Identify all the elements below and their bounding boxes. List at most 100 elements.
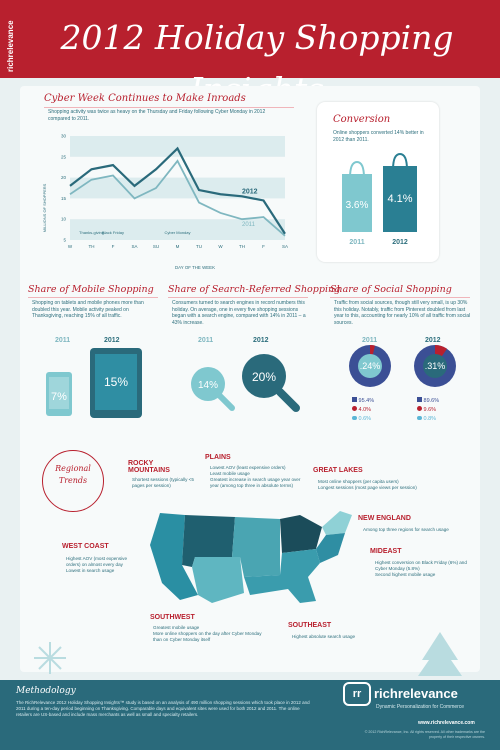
footer-url[interactable]: www.richrelevance.com — [418, 720, 475, 726]
logo-mark-icon: rr — [343, 682, 371, 706]
pinterest-2012: 9.6% — [423, 407, 437, 413]
header-banner: richrelevance 2012 Holiday Shopping Insi… — [0, 0, 500, 109]
region-label-great-lakes: GREAT LAKES — [313, 467, 363, 474]
region-southeast — [244, 549, 320, 603]
search-magnifiers: 14% 20% — [191, 354, 300, 412]
conversion-bags: 3.6% 4.1% 2011 2012 — [342, 152, 417, 246]
series-label-2011: 2011 — [242, 222, 256, 228]
tablet-icon — [90, 348, 142, 418]
mobile-title: Share of Mobile Shopping — [28, 284, 154, 295]
region-plains — [232, 517, 280, 577]
region-text-plains: Lowest AOV (least expensive orders) Leas… — [210, 465, 301, 488]
snowflake-icon — [34, 642, 66, 674]
twitter-2011: 0.6% — [358, 416, 372, 422]
regional-badge — [42, 450, 104, 512]
series-label-2012: 2012 — [242, 188, 258, 195]
footer-logo: richrelevance — [374, 686, 458, 701]
x-tick-label: TH — [89, 244, 95, 249]
facebook-icon — [352, 397, 357, 402]
grid-band — [70, 136, 285, 157]
y-tick-label: 5 — [63, 238, 66, 243]
social-2011-value: .24% — [360, 361, 381, 371]
series-line-2012 — [69, 146, 286, 235]
conversion-text: Online shoppers converted 14% better in … — [333, 130, 424, 143]
region-new-england — [322, 511, 352, 535]
mobile-devices: 7% 15% — [46, 348, 142, 418]
search-2011-year: 2011 — [198, 337, 214, 344]
mobile-2012-year: 2012 — [104, 337, 120, 344]
twitter-icon — [417, 416, 422, 420]
y-tick-label: 15 — [61, 196, 67, 201]
annotation-cyber-monday: Cyber Monday — [164, 230, 190, 235]
mobile-2011-value: 7% — [51, 391, 67, 403]
footer-copyright: © 2012 RichRelevance, Inc. All rights re… — [364, 730, 485, 739]
regional-title: Regional Trends — [55, 464, 91, 485]
brand-vertical-text: richrelevance — [6, 20, 15, 72]
social-2012-year: 2012 — [425, 337, 441, 344]
pinterest-icon — [417, 406, 422, 411]
region-text-mideast: Highest conversion on Black Friday (6%) … — [375, 560, 467, 577]
region-text-new-england: Among top three regions for search usage — [363, 527, 449, 532]
conversion-2011-year: 2011 — [349, 239, 364, 246]
divider — [28, 297, 158, 298]
search-text: Consumers turned to search engines in re… — [172, 300, 306, 326]
x-tick-label: TU — [196, 244, 202, 249]
region-southwest — [192, 557, 244, 603]
brand-vertical-tag: richrelevance — [4, 6, 18, 74]
magnifier-icon — [191, 367, 235, 411]
region-text-southeast: Highest absolute search usage — [292, 634, 356, 639]
cyber-week-text: Shopping activity was twice as heavy on … — [48, 109, 266, 122]
x-tick-label: SA — [282, 244, 288, 249]
region-label-southwest: SOUTHWEST — [150, 614, 195, 621]
x-tick-label: W — [218, 244, 223, 249]
pinterest-2011: 4.0% — [358, 407, 372, 413]
region-label-plains: PLAINS — [205, 454, 231, 461]
social-2012-breakdown: 89.6% 9.6% 0.8% — [417, 397, 439, 424]
footer: Methodology The RichRelevance 2012 Holid… — [0, 680, 500, 750]
shopping-bag-icon — [342, 160, 372, 232]
methodology-title: Methodology — [16, 686, 76, 696]
conversion-2011-value: 3.6% — [346, 200, 369, 211]
facebook-2012: 89.6% — [423, 398, 440, 404]
divider — [168, 297, 308, 298]
conversion-2012-year: 2012 — [392, 239, 408, 246]
pinterest-icon — [352, 406, 357, 411]
conversion-card — [317, 102, 439, 262]
mobile-text: Shopping on tablets and mobile phones mo… — [32, 300, 144, 319]
region-great-lakes — [280, 515, 322, 553]
search-2012-year: 2012 — [253, 337, 269, 344]
social-2011-breakdown: 95.4% 4.0% 0.6% — [352, 397, 374, 424]
facebook-2011: 95.4% — [358, 398, 375, 404]
footer-tagline: Dynamic Personalization for Commerce — [376, 704, 465, 710]
tree-icon — [418, 632, 462, 676]
x-tick-label: SU — [153, 244, 159, 249]
donut-2011 — [349, 345, 391, 387]
annotation-thanksgiving: Thanks-giving — [79, 230, 104, 235]
twitter-2012: 0.8% — [423, 416, 437, 422]
methodology-text: The RichRelevance 2012 Holiday Shopping … — [16, 700, 310, 717]
x-tick-label: W — [68, 244, 73, 249]
search-2012-value: 20% — [252, 370, 276, 384]
divider — [44, 107, 294, 108]
region-label-west: WEST COAST — [62, 543, 109, 550]
donut-2012 — [414, 345, 456, 387]
region-west-coast — [150, 513, 198, 600]
x-tick-label: TH — [239, 244, 245, 249]
magnifier-icon — [242, 354, 300, 412]
us-map — [150, 511, 352, 603]
region-label-mideast: MIDEAST — [370, 548, 402, 555]
region-text-great-lakes: Most online shoppers (per capita users) … — [318, 479, 417, 490]
social-2011-year: 2011 — [362, 337, 378, 344]
conversion-2012-value: 4.1% — [387, 193, 412, 205]
search-title: Share of Search-Referred Shopping — [168, 284, 341, 295]
region-text-southwest: Greatest mobile usage More online shoppe… — [153, 625, 262, 642]
grid-band — [70, 177, 285, 199]
annotation-black-friday: Black Friday — [102, 230, 124, 235]
region-rocky-mountains — [182, 515, 235, 567]
social-text: Traffic from social sources, though stil… — [334, 300, 471, 326]
y-tick-label: 25 — [61, 154, 67, 159]
x-tick-label: SA — [131, 244, 137, 249]
shopping-bag-icon — [383, 152, 417, 232]
facebook-icon — [417, 397, 422, 402]
conversion-title: Conversion — [333, 114, 391, 125]
